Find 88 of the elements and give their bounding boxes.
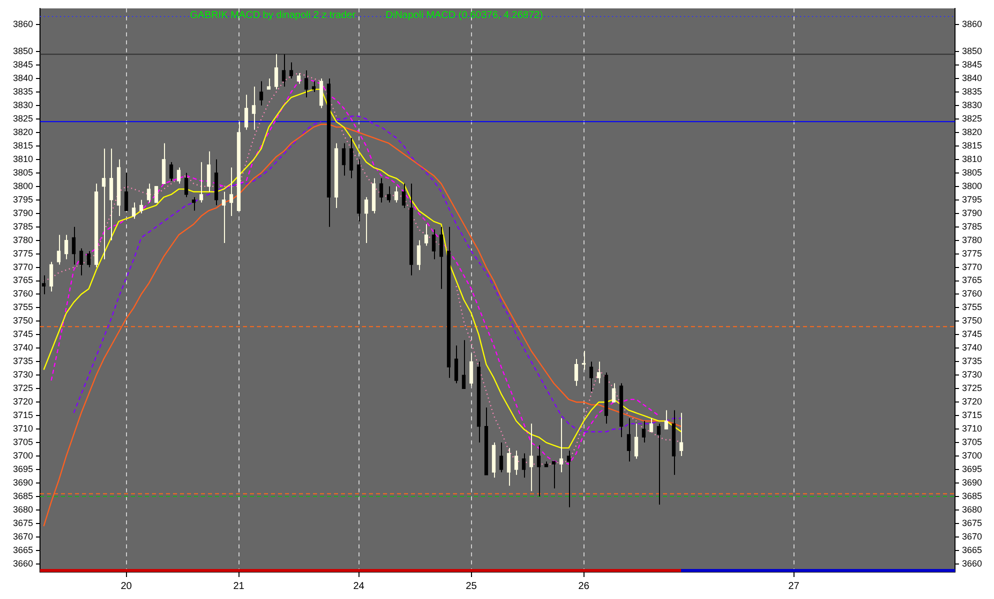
- y2-tick-label: 3835: [962, 86, 982, 96]
- annotation: DiNapoli MACD (0.60376, 4.26872): [386, 10, 543, 22]
- y2-tick-label: 3770: [962, 262, 982, 272]
- y-tick-label: 3805: [12, 167, 33, 178]
- y-tick-label: 3680: [12, 504, 33, 514]
- y2-tick-label: 3730: [962, 370, 982, 380]
- y2-tick-label: 3725: [962, 383, 982, 394]
- y2-tick-label: 3795: [962, 194, 982, 204]
- y2-tick-label: 3680: [962, 504, 982, 514]
- y-tick-label: 3835: [12, 86, 33, 96]
- y2-tick-label: 3750: [962, 316, 982, 326]
- y2-tick-label: 3780: [962, 234, 982, 245]
- y2-tick-label: 3735: [962, 356, 982, 366]
- y2-tick-label: 3825: [962, 113, 982, 124]
- y2-tick-label: 3840: [962, 72, 982, 83]
- y-tick-label: 3725: [12, 383, 33, 394]
- y2-tick-label: 3705: [962, 437, 982, 448]
- y2-tick-label: 3710: [962, 424, 982, 434]
- y-tick-label: 3740: [12, 342, 33, 353]
- annotation: GABRIK MACD by dinapoli 2 z trader: [190, 10, 356, 22]
- y-tick-label: 3660: [12, 558, 33, 568]
- y2-tick-label: 3720: [962, 396, 982, 407]
- y2-tick-label: 3670: [962, 531, 982, 542]
- x-tick-label: 21: [233, 580, 245, 592]
- y2-tick-label: 3815: [962, 140, 982, 150]
- y-tick-label: 3785: [12, 221, 33, 232]
- y2-tick-label: 3695: [962, 464, 982, 474]
- x-tick-label: 25: [466, 580, 478, 592]
- x-tick-label: 20: [120, 580, 132, 592]
- y2-tick-label: 3760: [962, 288, 982, 299]
- y2-tick-label: 3860: [962, 19, 982, 30]
- y2-tick-label: 3685: [962, 490, 982, 501]
- y-tick-label: 3860: [12, 19, 33, 30]
- y2-tick-label: 3800: [962, 180, 982, 191]
- x-tick-label: 24: [353, 580, 365, 592]
- y-tick-label: 3675: [12, 518, 33, 528]
- y2-tick-label: 3790: [962, 208, 982, 218]
- y2-tick-label: 3845: [962, 60, 982, 70]
- y-tick-label: 3850: [12, 46, 33, 56]
- y2-tick-label: 3785: [962, 221, 982, 232]
- y2-tick-label: 3830: [962, 100, 982, 110]
- y-tick-label: 3695: [12, 464, 33, 474]
- x-tick-label: 27: [788, 580, 800, 592]
- y-tick-label: 3780: [12, 234, 33, 245]
- y2-tick-label: 3660: [962, 558, 982, 568]
- y2-tick-label: 3665: [962, 544, 982, 555]
- y2-tick-label: 3700: [962, 450, 982, 461]
- y-tick-label: 3735: [12, 356, 33, 366]
- y-tick-label: 3795: [12, 194, 33, 204]
- y-tick-label: 3670: [12, 531, 33, 542]
- y-tick-label: 3730: [12, 370, 33, 380]
- y-tick-label: 3775: [12, 248, 33, 258]
- y-tick-label: 3685: [12, 490, 33, 501]
- y2-tick-label: 3675: [962, 518, 982, 528]
- y-tick-label: 3750: [12, 316, 33, 326]
- y-tick-label: 3810: [12, 154, 33, 164]
- y2-tick-label: 3755: [962, 302, 982, 312]
- y-tick-label: 3820: [12, 126, 33, 137]
- y-tick-label: 3840: [12, 72, 33, 83]
- y-tick-label: 3790: [12, 208, 33, 218]
- y2-tick-label: 3850: [962, 46, 982, 56]
- y2-tick-label: 3775: [962, 248, 982, 258]
- y-tick-label: 3800: [12, 180, 33, 191]
- y-tick-label: 3825: [12, 113, 33, 124]
- x-tick-label: 26: [578, 580, 590, 592]
- y-tick-label: 3690: [12, 477, 33, 488]
- y-tick-label: 3760: [12, 288, 33, 299]
- y-tick-label: 3845: [12, 60, 33, 70]
- y-tick-label: 3665: [12, 544, 33, 555]
- y2-tick-label: 3765: [962, 275, 982, 286]
- y-tick-label: 3765: [12, 275, 33, 286]
- y2-tick-label: 3690: [962, 477, 982, 488]
- y2-tick-label: 3810: [962, 154, 982, 164]
- y-tick-label: 3745: [12, 329, 33, 340]
- y-tick-label: 3705: [12, 437, 33, 448]
- y-tick-label: 3770: [12, 262, 33, 272]
- y2-tick-label: 3740: [962, 342, 982, 353]
- y-tick-label: 3720: [12, 396, 33, 407]
- y2-tick-label: 3715: [962, 410, 982, 420]
- y2-tick-label: 3820: [962, 126, 982, 137]
- y-tick-label: 3710: [12, 424, 33, 434]
- y-tick-label: 3715: [12, 410, 33, 420]
- y-tick-label: 3755: [12, 302, 33, 312]
- y2-tick-label: 3745: [962, 329, 982, 340]
- y-tick-label: 3830: [12, 100, 33, 110]
- y2-tick-label: 3805: [962, 167, 982, 178]
- y-tick-label: 3700: [12, 450, 33, 461]
- y-tick-label: 3815: [12, 140, 33, 150]
